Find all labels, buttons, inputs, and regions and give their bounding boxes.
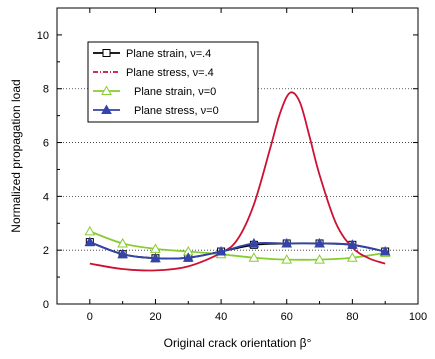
series-3-point-80: [347, 252, 358, 262]
series-4: [84, 236, 391, 263]
x-tick-label-100: 100: [409, 311, 427, 323]
series-3-point-50: [248, 252, 260, 262]
y-tick-label-10: 10: [37, 30, 49, 42]
series-3-point-60: [281, 254, 293, 264]
tick-labels: 0 20 40 60 80 100 0 2 4 6 8 10: [37, 30, 427, 323]
legend-marker-4: [101, 104, 112, 114]
series-4-point-80: [347, 239, 358, 249]
x-tick-label-80: 80: [346, 311, 358, 323]
series-4-point-70: [314, 237, 325, 248]
series-3-point-70: [314, 254, 325, 264]
series-4-point-10: [117, 248, 128, 259]
x-axis-title: Original crack orientation β°: [164, 336, 312, 350]
series-4-point-20: [150, 252, 161, 263]
series-3-point-10: [117, 237, 128, 248]
legend-entry-3: Plane strain, ν=0: [93, 85, 216, 98]
series-4-line: [89, 241, 386, 260]
y-tick-label-2: 2: [43, 245, 49, 257]
y-tick-label-0: 0: [43, 299, 49, 311]
x-tick-label-20: 20: [149, 311, 161, 323]
series-4-point-60: [281, 237, 293, 248]
y-axis-title: Normalized propagation load: [9, 79, 23, 232]
series-3-point-0: [84, 225, 96, 236]
legend-label-1: Plane strain, ν=.4: [126, 48, 211, 60]
legend-label-3: Plane strain, ν=0: [134, 86, 216, 98]
y-tick-label-6: 6: [43, 138, 49, 150]
series-4-point-50: [248, 237, 260, 248]
series-3: [84, 225, 391, 264]
y-tick-label-8: 8: [43, 84, 49, 96]
x-tick-label-60: 60: [281, 311, 293, 323]
legend: Plane strain, ν=.4 Plane stress, ν=.4 Plan…: [87, 41, 259, 123]
legend-marker-1: [102, 49, 111, 57]
series-layer: [84, 91, 391, 272]
legend-label-2: Plane stress, ν=.4: [126, 67, 214, 79]
legend-entry-1: Plane strain, ν=.4: [93, 48, 211, 60]
legend-box: [87, 41, 259, 123]
series-4-point-0: [84, 236, 96, 247]
x-tick-label-0: 0: [87, 311, 93, 323]
legend-entry-2: Plane stress, ν=.4: [93, 67, 214, 79]
series-2-line: [89, 91, 386, 272]
x-tick-label-40: 40: [215, 311, 227, 323]
series-3-line: [89, 230, 386, 261]
series-2: [89, 91, 386, 272]
y-tick-label-4: 4: [43, 191, 49, 203]
series-4-point-40: [215, 246, 227, 256]
series-4-point-90: [379, 246, 391, 256]
plot-frame: [56, 7, 419, 305]
series-3-point-20: [150, 243, 161, 253]
legend-label-4: Plane stress, ν=0: [134, 105, 219, 117]
series-4-point-30: [182, 252, 194, 262]
legend-entry-4: Plane stress, ν=0: [93, 104, 219, 117]
legend-marker-3: [101, 85, 112, 95]
axes: [56, 7, 419, 305]
